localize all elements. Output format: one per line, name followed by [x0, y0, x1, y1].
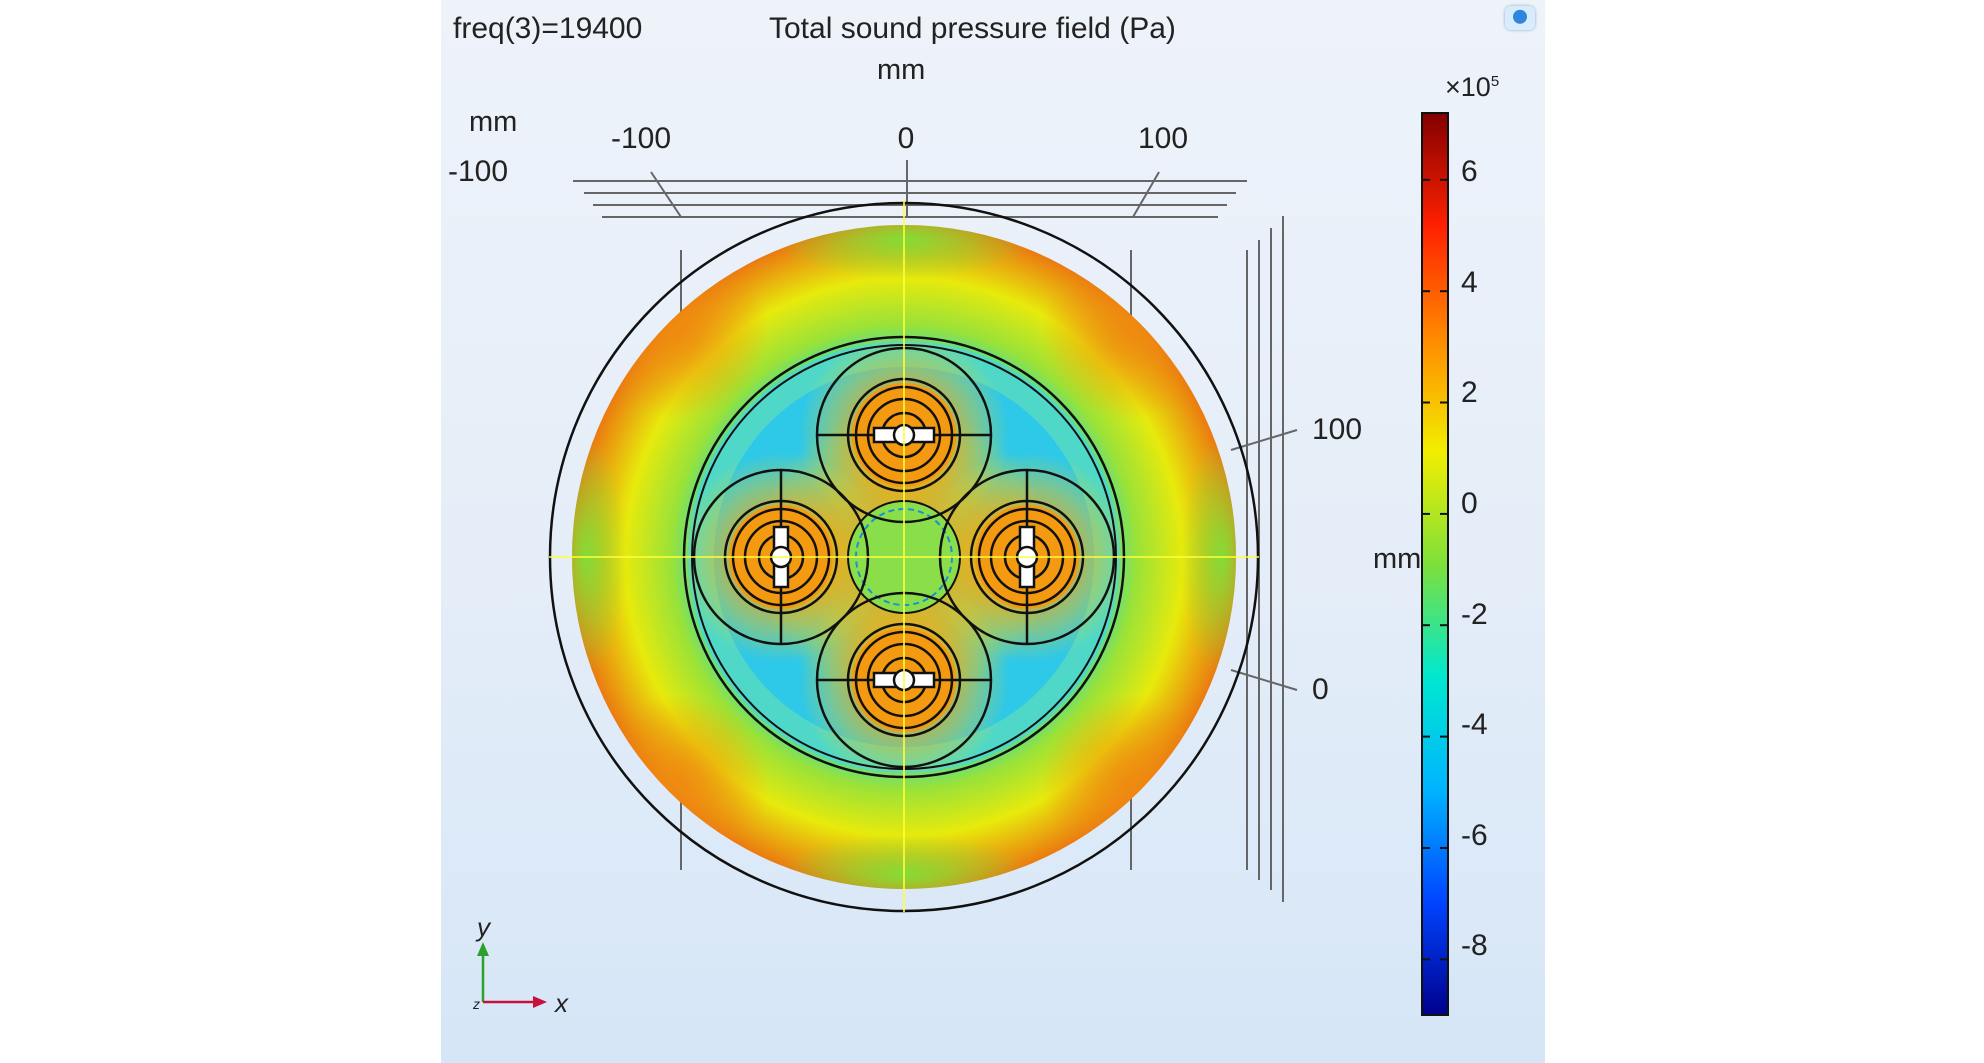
- colorbar-tick-label: 6: [1461, 155, 1478, 188]
- axis-unit-left: mm: [469, 106, 518, 138]
- axis-unit-right: mm: [1373, 543, 1422, 575]
- triad-y-label: y: [477, 912, 490, 942]
- plot-panel[interactable]: freq(3)=19400 Total sound pressure field…: [441, 0, 1545, 1063]
- x-tick-label: 0: [897, 122, 915, 155]
- colorbar-ticks: [1422, 178, 1448, 961]
- colorbar-tick-label: 0: [1461, 487, 1478, 520]
- colorbar-tick-label: -2: [1461, 598, 1488, 631]
- center-axes: [549, 200, 1259, 912]
- frequency-label: freq(3)=19400: [453, 12, 643, 45]
- top-ruler: [573, 160, 1247, 218]
- plot-title: Total sound pressure field (Pa): [769, 12, 1176, 45]
- x-tick-label: -100: [610, 122, 672, 155]
- triad-x-label: x: [555, 988, 568, 1018]
- colorbar-multiplier: ×105: [1445, 72, 1500, 102]
- colorbar: [1421, 112, 1449, 1016]
- y-tick-label: -100: [447, 155, 508, 188]
- y-tick-label: 0: [1312, 673, 1329, 706]
- y-tick-label: 100: [1312, 413, 1363, 446]
- axis-triad: y x z: [471, 900, 568, 1020]
- colorbar-tick-label: 2: [1461, 376, 1478, 409]
- colorbar-tick-label: 4: [1461, 266, 1478, 299]
- triad-z-label: z: [473, 996, 480, 1012]
- axis-unit-top: mm: [877, 54, 926, 86]
- app-logo-icon[interactable]: [1505, 6, 1535, 30]
- right-ruler: [1230, 216, 1298, 902]
- colorbar-tick-label: -8: [1461, 929, 1488, 962]
- pressure-field-plot[interactable]: [441, 0, 1545, 1063]
- colorbar-tick-label: -6: [1461, 819, 1488, 852]
- x-tick-label: 100: [1137, 122, 1189, 155]
- colorbar-tick-label: -4: [1461, 708, 1488, 741]
